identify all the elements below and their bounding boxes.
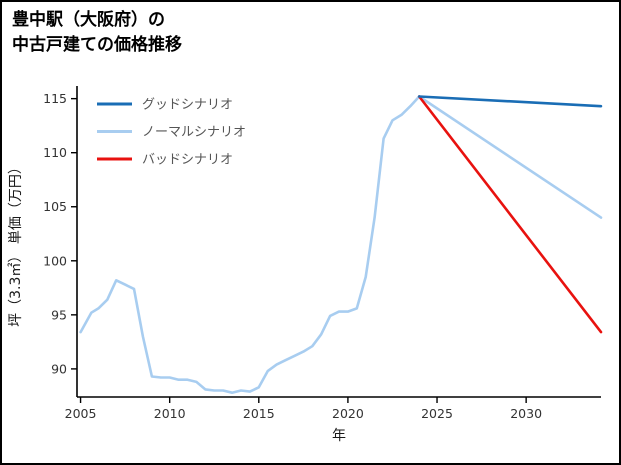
- y-tick-label: 90: [51, 361, 67, 376]
- x-tick-label: 2010: [154, 406, 186, 421]
- x-axis-label: 年: [332, 428, 346, 444]
- legend-label-bad: バッドシナリオ: [142, 153, 233, 168]
- x-tick-label: 2030: [510, 406, 542, 421]
- y-tick-label: 115: [43, 91, 67, 106]
- y-tick-label: 100: [43, 253, 67, 268]
- x-tick-label: 2015: [243, 406, 275, 421]
- y-tick-label: 105: [43, 199, 67, 214]
- x-tick-label: 2025: [421, 406, 453, 421]
- y-tick-label: 110: [43, 145, 67, 160]
- series-line-bad: [417, 95, 603, 334]
- series-line-good: [417, 95, 603, 108]
- y-axis-label: 坪（3.3㎡） 単価（万円）: [8, 160, 24, 327]
- series-line-normal: [417, 95, 603, 219]
- x-tick-label: 2005: [65, 406, 97, 421]
- y-tick-label: 95: [51, 307, 67, 322]
- series-line-history: [79, 95, 421, 395]
- chart-title: 豊中駅（大阪府）の 中古戸建ての価格推移: [12, 10, 182, 55]
- x-tick-label: 2020: [332, 406, 364, 421]
- legend-label-normal: ノーマルシナリオ: [142, 125, 246, 140]
- legend-label-good: グッドシナリオ: [142, 98, 233, 113]
